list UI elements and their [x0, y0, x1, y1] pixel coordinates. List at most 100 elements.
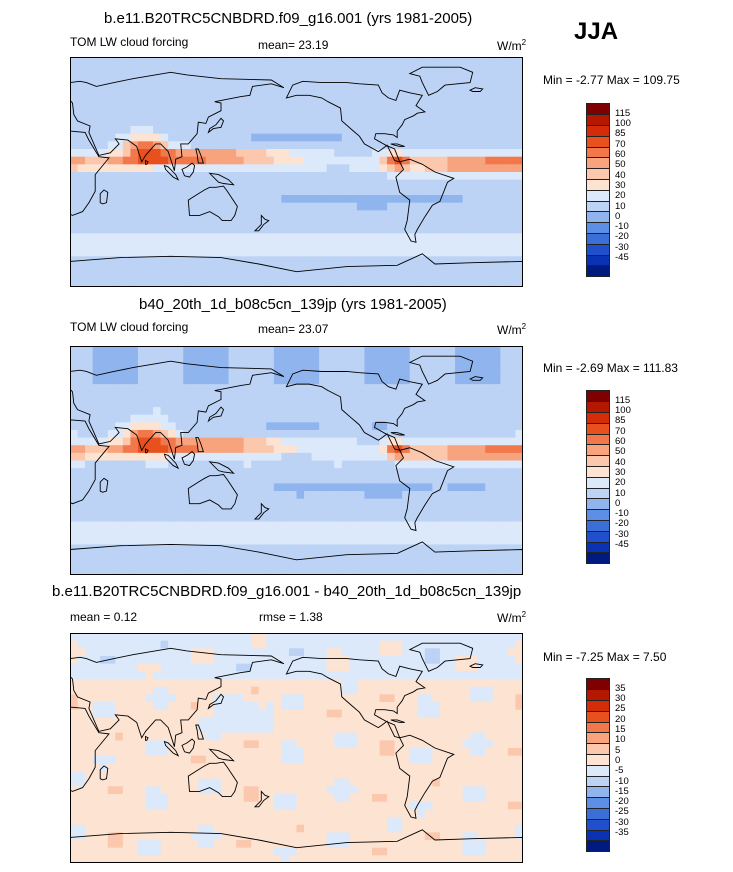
coastline — [286, 657, 425, 738]
colorbar-cell — [587, 265, 609, 277]
panel-2-colorbar-labels: 115 100 85 70 60 50 40 30 20 10 0 -10 -20 -30 -45 — [615, 390, 655, 566]
colorbar-tick-label: -45 — [615, 539, 629, 550]
colorbar-cell — [587, 114, 609, 126]
coastline — [470, 664, 483, 668]
colorbar-tick-label: 85 — [615, 128, 626, 140]
coastline — [196, 438, 204, 452]
coastline — [210, 173, 234, 185]
colorbar-tick-label: 30 — [615, 466, 626, 478]
coastline — [182, 452, 195, 466]
colorbar-cell — [587, 552, 609, 564]
colorbar-cell — [587, 401, 609, 413]
colorbar-tick-label: 10 — [615, 487, 626, 499]
coastline — [391, 720, 405, 723]
colorbar-tick-label: -10 — [615, 775, 629, 787]
panel-1-mean: mean= 23.19 — [258, 38, 329, 52]
coastline — [164, 166, 178, 180]
coastline — [70, 254, 523, 287]
panel-1-colorbar — [586, 103, 610, 278]
colorbar-cell — [587, 732, 609, 744]
colorbar-tick-label: 20 — [615, 713, 626, 725]
coastline — [391, 433, 405, 435]
colorbar-tick-label: -15 — [615, 785, 629, 797]
coastline — [470, 377, 483, 381]
panel-1-units: W/m2 — [497, 38, 527, 53]
colorbar-cell — [587, 498, 609, 510]
coastline — [100, 766, 108, 780]
panel-3-colorbar — [586, 678, 610, 853]
colorbar-cell — [587, 466, 609, 477]
colorbar-cell — [587, 254, 609, 266]
colorbar-tick-label: -10 — [615, 221, 629, 233]
colorbar-cell — [587, 189, 609, 201]
colorbar-cell — [587, 412, 609, 423]
colorbar-tick-label: -45 — [615, 252, 629, 263]
colorbar-tick-label: 70 — [615, 138, 626, 150]
colorbar-tick-label: 60 — [615, 149, 626, 160]
colorbar-cell — [587, 520, 609, 531]
colorbar-cell — [587, 444, 609, 456]
coastline — [146, 737, 149, 741]
colorbar-tick-label: 30 — [615, 179, 626, 191]
colorbar-tick-label: -20 — [615, 796, 629, 808]
colorbar-tick-label: 10 — [615, 734, 626, 746]
colorbar-tick-label: 115 — [615, 394, 631, 406]
coastline — [188, 186, 237, 221]
colorbar-cell — [587, 721, 609, 733]
colorbar-cell — [587, 786, 609, 798]
colorbar-tick-label: 40 — [615, 169, 626, 181]
coastline — [196, 725, 204, 739]
colorbar-tick-label: -25 — [615, 806, 629, 818]
coastline — [100, 478, 108, 492]
coastline — [208, 407, 223, 421]
colorbar-tick-label: 100 — [615, 118, 631, 130]
colorbar-tick-label: 35 — [615, 682, 626, 694]
colorbar-tick-label: -30 — [615, 241, 629, 253]
colorbar-cell — [587, 754, 609, 765]
coastline — [70, 542, 523, 575]
coastline — [70, 648, 284, 746]
colorbar-cell — [587, 104, 609, 115]
colorbar-tick-label: 20 — [615, 477, 626, 489]
colorbar-cell — [587, 455, 609, 467]
panel-1-variable-label: TOM LW cloud forcing — [70, 35, 189, 49]
colorbar-cell — [587, 211, 609, 223]
colorbar-cell — [587, 222, 609, 234]
colorbar-cell — [587, 775, 609, 787]
panel-1-map — [70, 57, 523, 287]
coastline — [182, 739, 195, 753]
colorbar-tick-label: 15 — [615, 724, 626, 735]
panel-3-rmse: rmse = 1.38 — [259, 610, 323, 624]
panel-3-mean: mean = 0.12 — [70, 610, 138, 624]
coastline — [255, 791, 269, 806]
colorbar-cell — [587, 764, 609, 776]
coastline — [396, 735, 454, 818]
colorbar-tick-label: -30 — [615, 816, 629, 828]
colorbar-tick-label: 0 — [615, 497, 621, 509]
coastline — [70, 830, 523, 863]
colorbar-cell — [587, 829, 609, 841]
coastline — [70, 72, 284, 170]
colorbar-tick-label: 85 — [615, 415, 626, 427]
colorbar-cell — [587, 243, 609, 255]
colorbar-tick-label: 30 — [615, 693, 626, 705]
coastline — [164, 454, 178, 468]
colorbar-cell — [587, 476, 609, 488]
colorbar-cell — [587, 689, 609, 701]
coastline — [410, 67, 473, 95]
coastline — [255, 215, 269, 230]
panel-2-title: b40_20th_1d_b08c5cn_139jp (yrs 1981-2005… — [139, 296, 447, 313]
panel-2-minmax: Min = -2.69 Max = 111.83 — [543, 361, 678, 375]
panel-2-mean: mean= 23.07 — [258, 322, 329, 336]
coastline — [182, 163, 195, 177]
colorbar-cell — [587, 146, 609, 158]
coastline — [146, 449, 149, 453]
coastline — [188, 762, 237, 797]
colorbar-tick-label: -20 — [615, 231, 629, 243]
coastline — [146, 161, 149, 165]
colorbar-cell — [587, 700, 609, 711]
coastline — [410, 356, 473, 384]
colorbar-tick-label: -30 — [615, 528, 629, 540]
colorbar-tick-label: -35 — [615, 827, 629, 838]
season-label: JJA — [574, 18, 619, 45]
